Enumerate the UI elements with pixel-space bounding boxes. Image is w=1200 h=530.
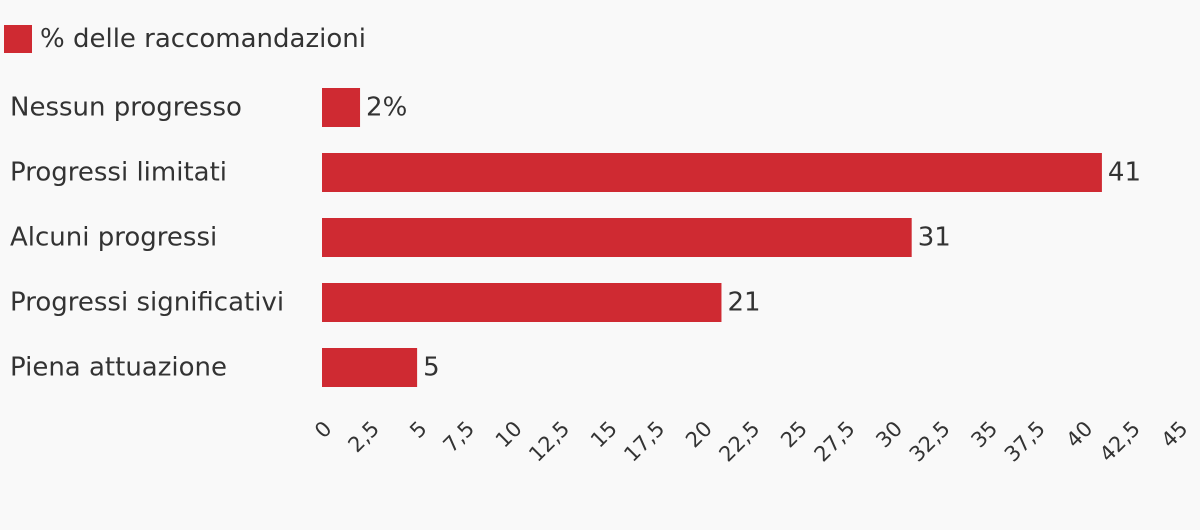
x-tick-label: 12,5 <box>524 417 574 467</box>
legend-swatch <box>4 25 32 53</box>
x-tick-label: 37,5 <box>1000 417 1050 467</box>
category-label: Nessun progresso <box>10 93 242 123</box>
x-tick-label: 10 <box>491 417 527 453</box>
legend-label: % delle raccomandazioni <box>40 24 366 54</box>
x-tick-label: 7,5 <box>439 417 480 458</box>
x-tick-label: 40 <box>1061 417 1097 453</box>
x-tick-label: 27,5 <box>810 417 860 467</box>
x-tick-label: 22,5 <box>714 417 764 467</box>
data-label: 41 <box>1108 158 1141 188</box>
bar <box>322 218 912 257</box>
x-tick-label: 2,5 <box>343 417 384 458</box>
category-label: Progressi limitati <box>10 158 227 188</box>
x-tick-label: 25 <box>776 417 812 453</box>
x-tick-label: 5 <box>405 417 431 443</box>
category-label: Alcuni progressi <box>10 223 217 253</box>
bar <box>322 88 361 127</box>
data-label: 21 <box>727 288 760 318</box>
x-tick-label: 32,5 <box>905 417 955 467</box>
bar <box>322 348 418 387</box>
legend: % delle raccomandazioni <box>4 24 366 54</box>
data-label: 2% <box>366 93 407 123</box>
bar <box>322 153 1102 192</box>
bar <box>322 283 722 322</box>
x-tick-label: 42,5 <box>1095 417 1145 467</box>
x-tick-label: 30 <box>871 417 907 453</box>
x-tick-label: 45 <box>1157 417 1193 453</box>
x-tick-label: 15 <box>586 417 622 453</box>
category-label: Piena attuazione <box>10 353 227 383</box>
x-tick-label: 17,5 <box>619 417 669 467</box>
x-tick-label: 20 <box>681 417 717 453</box>
x-tick-label: 35 <box>966 417 1002 453</box>
x-tick-label: 0 <box>310 417 336 443</box>
category-label: Progressi significativi <box>10 288 284 318</box>
data-label: 5 <box>423 353 440 383</box>
data-label: 31 <box>918 223 951 253</box>
